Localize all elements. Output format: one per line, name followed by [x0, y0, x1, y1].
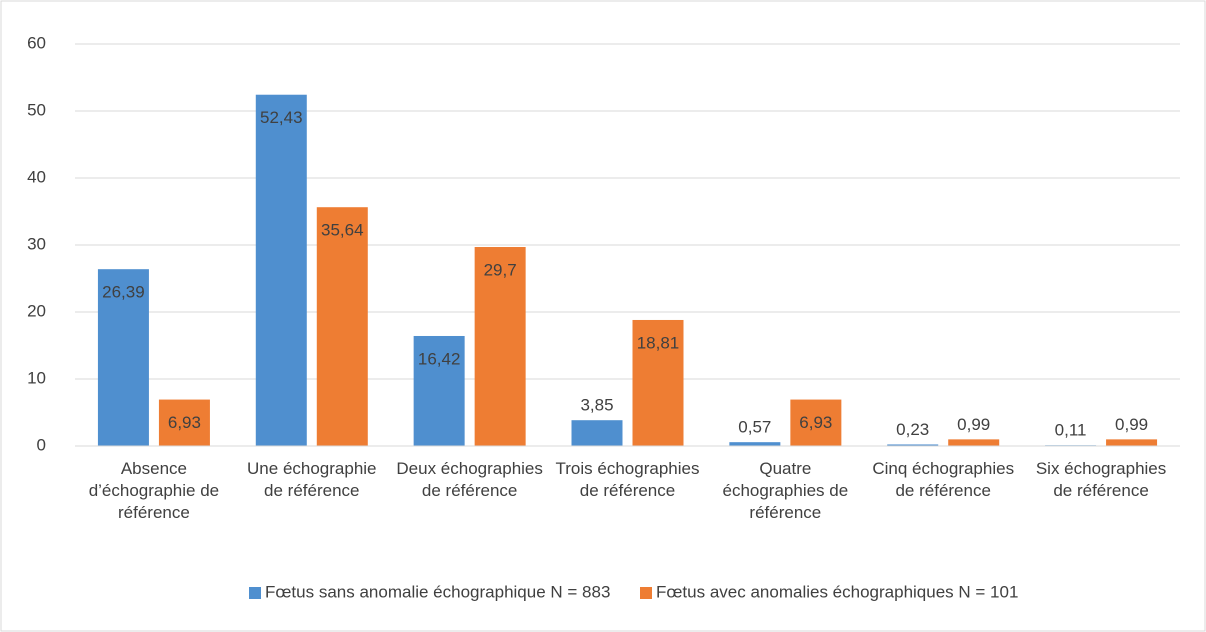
y-tick-label: 0	[37, 435, 46, 454]
data-label: 26,39	[102, 283, 145, 302]
bar	[158, 399, 210, 446]
bar	[948, 439, 1000, 446]
data-label: 0,99	[957, 415, 990, 434]
x-tick-label: Six échographies de référence	[1035, 459, 1167, 500]
x-tick-label: Trois échographies de référence	[555, 459, 700, 500]
y-tick-label: 40	[27, 167, 46, 186]
data-label: 0,99	[1115, 415, 1148, 434]
bar	[1106, 439, 1158, 446]
y-tick-label: 60	[27, 33, 46, 52]
data-label: 16,42	[418, 349, 461, 368]
y-tick-label: 50	[27, 100, 46, 119]
data-label: 6,93	[168, 413, 201, 432]
bar	[97, 269, 149, 446]
data-label: 0,23	[896, 420, 929, 439]
legend-label: Fœtus sans anomalie échographique N = 88…	[265, 582, 610, 601]
y-tick-label: 10	[27, 368, 46, 387]
bar	[887, 444, 939, 446]
x-tick-label: Cinq échographies de référence	[872, 459, 1015, 500]
x-tick-label: Deux échographies de référence	[396, 459, 543, 500]
bar	[790, 399, 842, 446]
bar	[316, 207, 368, 446]
legend-label: Fœtus avec anomalies échographiques N = …	[656, 582, 1018, 601]
data-label: 29,7	[484, 260, 517, 279]
y-tick-label: 20	[27, 301, 46, 320]
x-tick-label: Une échographie de référence	[247, 459, 377, 500]
data-label: 3,85	[580, 396, 613, 415]
y-tick-label: 30	[27, 234, 46, 253]
x-tick-label: Quatre échographies de référence	[722, 459, 849, 522]
bar	[632, 319, 684, 446]
x-tick-label: Absence d’échographie de référence	[88, 459, 220, 522]
data-label: 0,11	[1055, 421, 1087, 440]
data-label: 35,64	[321, 221, 364, 240]
data-label: 52,43	[260, 108, 303, 127]
bar	[729, 442, 781, 446]
bar	[571, 420, 623, 446]
legend-swatch	[640, 587, 652, 599]
data-label: 6,93	[799, 413, 832, 432]
data-label: 18,81	[637, 333, 680, 352]
data-label: 0,57	[738, 418, 771, 437]
legend-swatch	[249, 587, 261, 599]
bar	[255, 94, 307, 447]
bar	[474, 247, 526, 446]
bar	[413, 335, 465, 446]
